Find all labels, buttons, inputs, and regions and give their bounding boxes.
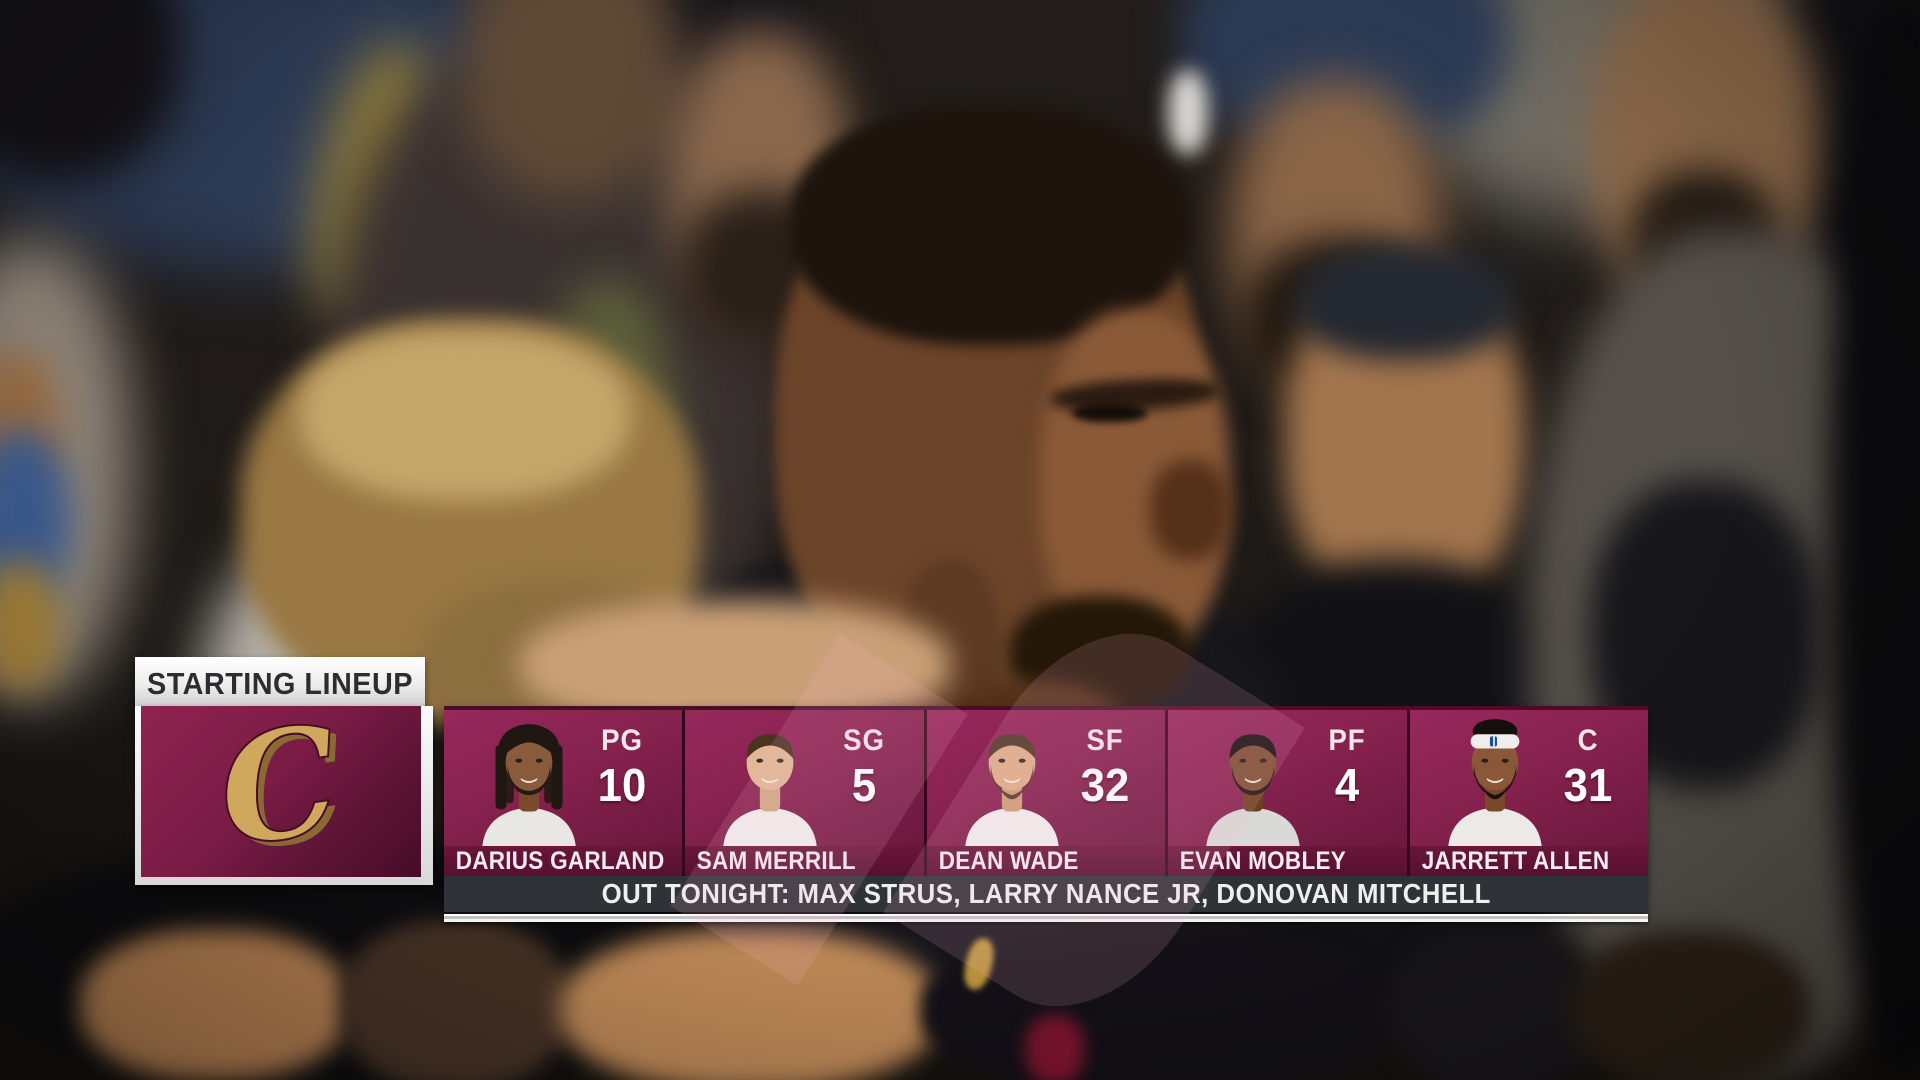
focus-player-jersey-bottom: [920, 930, 1400, 1080]
player-position: PG: [601, 724, 644, 757]
starting-lineup-label: STARTING LINEUP: [147, 665, 413, 701]
player-name: JARRETT ALLEN: [1421, 846, 1610, 875]
player-number: 5: [851, 759, 876, 811]
player-name-bar: SAM MERRILL: [685, 846, 924, 876]
player-position: C: [1577, 724, 1599, 757]
position-number-column: PF 4: [1299, 724, 1395, 808]
position-number-column: SF 32: [1057, 724, 1153, 808]
cavaliers-logo-icon: C C: [207, 706, 357, 877]
position-number-column: SG 5: [816, 724, 912, 808]
player-name: EVAN MOBLEY: [1179, 846, 1347, 875]
out-tonight-text: OUT TONIGHT: MAX STRUS, LARRY NANCE JR, …: [601, 878, 1491, 909]
focus-player-hair: [790, 105, 1190, 345]
graphic-underline: [444, 914, 1648, 922]
player-position: SF: [1086, 724, 1124, 757]
foreground-man-long-beard: [340, 920, 570, 1080]
position-number-column: C 31: [1540, 724, 1636, 808]
position-number-column: PG 10: [574, 724, 670, 808]
team-logo-panel: C C: [135, 706, 433, 885]
out-tonight-bar: OUT TONIGHT: MAX STRUS, LARRY NANCE JR, …: [444, 876, 1648, 912]
player-card: SF 32 DEAN WADE: [926, 710, 1166, 876]
player-headshot: [941, 714, 1083, 846]
player-number: 4: [1334, 759, 1359, 811]
player-name: DEAN WADE: [938, 846, 1079, 875]
player-name-bar: JARRETT ALLEN: [1409, 846, 1649, 876]
white-earbud-highlight: [1168, 70, 1208, 155]
player-number: 32: [1080, 759, 1130, 811]
player-name: DARIUS GARLAND: [455, 846, 665, 875]
player-number: 31: [1563, 759, 1613, 811]
svg-text:C: C: [208, 706, 350, 877]
player-card: PF 4 EVAN MOBLEY: [1168, 710, 1407, 876]
svg-text:C: C: [215, 706, 357, 877]
focus-player-eye: [1072, 404, 1147, 422]
player-headshot: [1424, 714, 1566, 846]
player-name-bar: EVAN MOBLEY: [1168, 846, 1407, 876]
focus-player-nose-shadow: [1150, 460, 1230, 560]
player-cards-row: PG 10 DARIUS GARLAND SG 5 SAM MERRILL SF 32 DEAN…: [444, 706, 1649, 876]
blurred-arm-bottom-right: [1570, 930, 1810, 1080]
dark-gap-bottom-right: [1390, 930, 1600, 1080]
player-number: 10: [598, 759, 647, 811]
player-card: C 31 JARRETT ALLEN: [1409, 710, 1649, 876]
man-in-coat-head: [460, 0, 680, 200]
player-headshot: [1182, 714, 1324, 846]
dark-figure-far-right: [1830, 0, 1920, 1080]
team-logo-background: C C: [141, 706, 421, 877]
player-headshot: [699, 714, 841, 846]
player-name-bar: DEAN WADE: [926, 846, 1166, 876]
player-position: SG: [842, 724, 885, 757]
jersey-logo-patch: [1025, 1015, 1085, 1080]
foreground-man-chest-right: [560, 930, 940, 1080]
crowd-gold-left: [0, 560, 60, 690]
player-card: PG 10 DARIUS GARLAND: [444, 710, 683, 876]
player-name-bar: DARIUS GARLAND: [444, 846, 683, 876]
smiling-spectator-sunglasses: [1295, 245, 1515, 360]
player-headshot: [458, 714, 600, 846]
player-name: SAM MERRILL: [697, 846, 857, 875]
foreground-man-chest: [80, 930, 350, 1080]
player-position: PF: [1328, 724, 1366, 757]
player-card: SG 5 SAM MERRILL: [685, 710, 924, 876]
foreground-man-hair-highlight: [300, 330, 630, 500]
starting-lineup-tab: STARTING LINEUP: [135, 657, 425, 710]
